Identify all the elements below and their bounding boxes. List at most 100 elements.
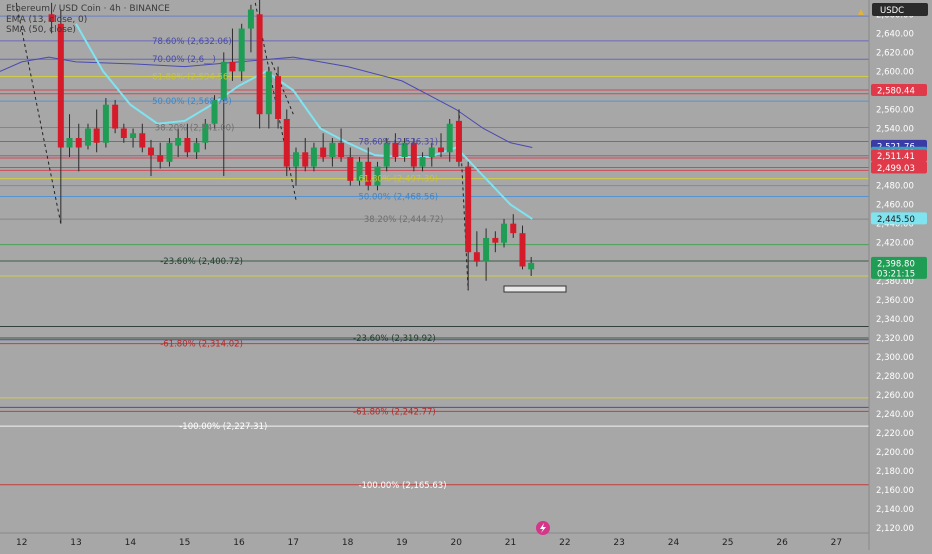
price-tick-label: 2,380.00: [876, 277, 914, 287]
candle-up: [419, 157, 426, 167]
price-tick-label: 2,540.00: [876, 124, 914, 134]
last-price-label: 2,398.80: [877, 259, 915, 269]
price-tick-label: 2,280.00: [876, 372, 914, 382]
alert-bell-icon[interactable]: [858, 9, 864, 15]
candle-down: [302, 152, 309, 167]
candle-down: [139, 133, 146, 148]
price-tick-label: 2,140.00: [876, 505, 914, 515]
symbol-title: Ethereum / USD Coin · 4h · BINANCE: [6, 4, 170, 14]
candle-down: [473, 252, 480, 262]
lightning-logo-icon[interactable]: [536, 521, 550, 535]
price-badge: [871, 212, 927, 225]
fib-level-label: 50.00% (2,568.78): [152, 97, 232, 107]
candle-up: [356, 161, 363, 181]
candle-up: [501, 223, 508, 243]
time-tick-label: 21: [505, 538, 516, 548]
price-badge-label: 2,511.41: [877, 152, 915, 162]
fib-level-label: 38.20% (2,444.72): [364, 215, 444, 225]
price-tick-label: 2,320.00: [876, 334, 914, 344]
candle-down: [465, 166, 472, 253]
candle-up: [211, 99, 218, 124]
price-badge: [871, 161, 927, 174]
candle-down: [492, 237, 499, 243]
price-tick-label: 2,260.00: [876, 391, 914, 401]
price-tick-label: 2,460.00: [876, 201, 914, 211]
candle-up: [166, 142, 173, 162]
price-tick-label: 2,440.00: [876, 220, 914, 230]
chart-legend[interactable]: Ethereum / USD Coin · 4h · BINANCE EMA (…: [6, 4, 170, 36]
price-tick-label: 2,180.00: [876, 467, 914, 477]
time-tick-label: 27: [831, 538, 842, 548]
sma-legend: SMA (50, close): [6, 25, 76, 35]
fib-level-label: -61.80% (2,242.77): [353, 407, 436, 417]
candle-down: [392, 142, 399, 158]
price-tick-label: 2,620.00: [876, 48, 914, 58]
candle-up: [247, 9, 254, 29]
fib-level-label: -100.00% (2,227.31): [179, 422, 267, 432]
time-tick-label: 19: [396, 538, 408, 548]
time-tick-label: 24: [668, 538, 680, 548]
ema-legend: EMA (13, close, 0): [6, 14, 88, 25]
candle-down: [320, 147, 327, 158]
price-badge: [871, 84, 927, 97]
candle-up: [84, 128, 91, 146]
candle-down: [283, 118, 290, 167]
time-tick-label: 18: [342, 538, 354, 548]
candle-up: [265, 71, 272, 115]
currency-badge-label: USDC: [880, 6, 904, 16]
candle-down: [57, 23, 64, 148]
last-price-badge: [871, 256, 927, 279]
currency-badge[interactable]: [872, 3, 928, 16]
candle-down: [275, 76, 282, 119]
time-tick-label: 14: [125, 538, 137, 548]
price-tick-label: 2,120.00: [876, 524, 914, 534]
candle-up: [130, 133, 137, 139]
price-tick-label: 2,480.00: [876, 182, 914, 192]
price-tick-label: 2,340.00: [876, 315, 914, 325]
price-tick-label: 2,300.00: [876, 353, 914, 363]
trend-dashed-line[interactable]: [15, 2, 62, 224]
candle-down: [93, 128, 100, 143]
candle-up: [383, 142, 390, 167]
candle-down: [365, 161, 372, 186]
time-tick-label: 17: [288, 538, 299, 548]
candle-down: [347, 157, 354, 181]
candle-up: [310, 147, 317, 167]
price-tick-label: 2,600.00: [876, 67, 914, 77]
candle-down: [112, 104, 119, 129]
fib-level-label: 78.60% (2,632.06): [152, 37, 232, 47]
candle-down: [510, 223, 517, 234]
candle-down: [438, 147, 445, 153]
candle-up: [446, 123, 453, 153]
candle-countdown-label: 03:21:15: [877, 269, 915, 279]
fib-level-label: 78.60% (2,526.31): [358, 138, 438, 148]
price-tick-label: 2,360.00: [876, 296, 914, 306]
price-tick-label: 2,640.00: [876, 29, 914, 39]
candle-up: [528, 262, 535, 270]
candle-down: [157, 155, 164, 162]
price-tick-label: 2,160.00: [876, 486, 914, 496]
price-badge-label: 2,499.03: [877, 164, 915, 174]
price-tick-label: 2,240.00: [876, 410, 914, 420]
candle-up: [66, 138, 73, 148]
candle-up: [374, 166, 381, 186]
time-tick-label: 12: [16, 538, 27, 548]
candle-down: [48, 14, 55, 22]
candle-down: [519, 233, 526, 267]
fib-level-label: 70.00% (2,6__): [152, 55, 216, 65]
candle-down: [256, 14, 263, 115]
candle-up: [483, 237, 490, 262]
candle-down: [184, 138, 191, 153]
price-tick-label: 2,420.00: [876, 239, 914, 249]
time-tick-label: 15: [179, 538, 190, 548]
selection-box: [503, 285, 567, 293]
price-badge-label: 2,445.50: [877, 215, 915, 225]
candle-down: [455, 120, 462, 162]
candle-up: [202, 123, 209, 143]
fib-level-label: -23.60% (2,319.92): [353, 334, 436, 344]
fib-level-label: 61.80% (2,497.39): [358, 175, 438, 185]
price-badge-label: 2,580.44: [877, 87, 915, 97]
